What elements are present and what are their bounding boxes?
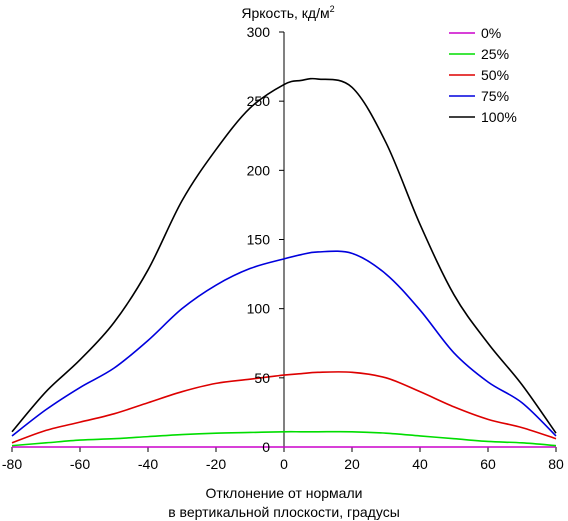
x-tick-label: -20 <box>206 456 226 472</box>
y-tick-label: 150 <box>247 232 271 248</box>
axes-layer <box>11 31 557 452</box>
series-line-100pct <box>11 77 557 434</box>
y-tick-label: 250 <box>247 93 271 109</box>
labels-layer: -80 -60 -40 -20 0 20 40 60 80 0 50 100 150 200 250 300 <box>2 24 564 472</box>
y-tick-label: 100 <box>247 301 271 317</box>
y-tick-label: 300 <box>247 24 271 40</box>
x-axis-title-line1: Отклонение от нормали <box>206 485 363 501</box>
series-line-50pct <box>11 371 557 444</box>
x-axis-title-line2: в вертикальной плоскости, градусы <box>168 504 400 520</box>
x-tick-label: 80 <box>548 456 564 472</box>
x-tick-label: 60 <box>480 456 496 472</box>
y-tick-label: 50 <box>254 370 270 386</box>
series-line-25pct <box>11 430 557 447</box>
x-tick-label: 40 <box>412 456 428 472</box>
legend-label: 100% <box>481 109 517 125</box>
series-layer <box>11 77 557 448</box>
x-tick-label: -80 <box>2 456 22 472</box>
legend-label: 0% <box>481 25 501 41</box>
y-tick-label: 200 <box>247 162 271 178</box>
y-tick-label: 0 <box>262 439 270 455</box>
legend-label: 50% <box>481 67 509 83</box>
x-tick-label: -60 <box>70 456 90 472</box>
y-axis-title: Яркость, кд/м2 <box>241 4 334 21</box>
legend: 0% 25% 50% 75% 100% <box>449 25 517 125</box>
legend-label: 75% <box>481 88 509 104</box>
legend-label: 25% <box>481 46 509 62</box>
x-tick-label: 0 <box>280 456 288 472</box>
series-line-75pct <box>11 250 557 437</box>
x-tick-label: 20 <box>344 456 360 472</box>
x-tick-label: -40 <box>138 456 158 472</box>
